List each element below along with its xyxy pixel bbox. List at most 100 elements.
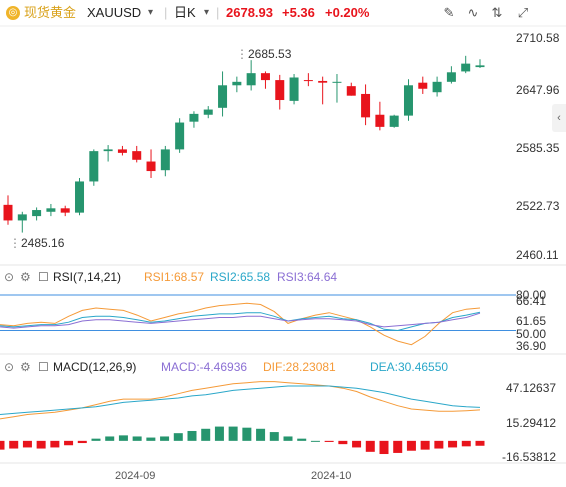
candle-body [332,81,342,83]
macd-histogram-bar [64,440,74,446]
candle-body [32,210,42,217]
macd-title: MACD(12,26,9) [53,360,137,374]
candle-body [218,85,228,108]
price-axis-label: 2522.73 [516,199,560,213]
symbol-selector[interactable]: XAUUSD [87,5,142,20]
header-bar: ◎ 现货黄金 XAUUSD ▾ | 日K ▾ | 2678.93 +5.36 +… [0,0,566,26]
rsi-series-line [0,312,481,329]
macd-histogram-bar [365,440,375,452]
candle-body [246,73,256,86]
symbol-caret-icon[interactable]: ▾ [148,7,154,18]
rsi-series-line [0,302,481,346]
rsi-axis-label: 50.00 [516,327,547,341]
candle-body [232,81,242,86]
macd-histogram-bar [352,440,362,448]
macd-histogram-bar [406,440,416,451]
candle-body [175,122,185,150]
rsi-axis-label: 61.65 [516,314,547,328]
macd-axis-label: -16.53812 [502,450,557,464]
macd-histogram-bar [448,440,458,448]
rsi-axis-label: 36.90 [516,339,547,353]
macd-histogram-bar [201,428,211,441]
fullscreen-icon[interactable]: ⤢ [517,5,529,20]
macd-histogram-bar [434,440,444,449]
settings-icon[interactable]: ⚙ [20,270,31,284]
candle-body [361,93,371,118]
macd-histogram-bar [105,436,115,441]
macd-histogram-bar [420,440,430,450]
rsi-checkbox-icon[interactable]: ☐ [38,270,49,284]
price-axis-label: 2585.35 [516,141,560,155]
macd-histogram-bar [297,438,307,441]
macd-histogram-bar [338,440,348,445]
candle-body [418,82,428,89]
price-axis-label: 2460.11 [516,248,559,262]
macd-histogram-bar [475,440,485,446]
candle-body [160,149,170,171]
rsi-title: RSI(7,14,21) [53,270,122,284]
candle-body [117,149,127,153]
candle-body [461,63,471,72]
macd-checkbox-icon[interactable]: ☐ [38,360,49,374]
macd-histogram-bar [214,426,224,441]
rsi-axis-label: 80.00 [516,288,547,302]
rsi2-value: RSI2:65.58 [210,270,271,284]
macd-histogram-bar [393,440,403,453]
candle-body [318,80,328,83]
last-price: 2678.93 [226,5,273,20]
interval-selector[interactable]: 日K [174,5,196,20]
macd-histogram-bar [132,436,142,441]
candle-body [60,208,70,213]
candle-body [403,85,413,116]
candle-body [46,208,56,212]
candle-body [275,80,285,101]
x-axis-label: 2024-10 [311,470,352,482]
settings-icon[interactable]: ⚙ [20,360,31,374]
candle-body [3,204,13,221]
macd-histogram-bar [9,440,19,449]
candle-body [475,65,485,68]
collapse-panel-icon[interactable]: ‹ [552,104,566,132]
macd-histogram-bar [379,440,389,455]
macd-histogram-bar [173,433,183,441]
macd-histogram-bar [310,440,320,442]
macd-histogram-bar [50,440,60,448]
macd-histogram-bar [0,440,5,450]
candle-body [75,181,85,213]
logo-text: 现货黄金 [24,5,77,20]
macd-series-line [0,381,481,420]
collapse-icon[interactable]: ⊙ [4,270,15,284]
price-change: +5.36 [282,5,315,20]
macd-histogram-bar [160,436,170,441]
collapse-icon[interactable]: ⊙ [4,360,15,374]
dea-value: DEA:30.46550 [370,360,449,374]
compare-icon[interactable]: ⇅ [491,5,503,20]
candle-body [375,114,385,127]
candle-body [146,161,156,172]
macd-series-line [0,385,481,415]
macd-histogram-bar [36,440,46,449]
macd-histogram-bar [146,437,156,441]
candle-body [103,149,113,152]
low-price-annotation: ⋮2485.16 [9,236,65,250]
macd-histogram-bar [269,432,279,441]
candle-body [189,113,199,122]
candle-body [17,214,27,221]
macd-histogram-bar [283,436,293,441]
indicator-icon[interactable]: ∿ [467,5,479,20]
macd-histogram-bar [22,440,32,448]
interval-caret-icon[interactable]: ▾ [204,7,210,18]
dif-value: DIF:28.23081 [263,360,336,374]
macd-histogram-bar [324,440,334,442]
macd-histogram-bar [118,435,128,441]
high-price-annotation: ⋮2685.53 [236,47,292,61]
candle-body [260,73,270,81]
macd-value: MACD:-4.46936 [161,360,248,374]
macd-histogram-bar [187,430,197,441]
draw-icon[interactable]: ✎ [443,5,455,20]
rsi3-value: RSI3:64.64 [277,270,338,284]
candle-body [203,109,213,115]
rsi-series-line [0,311,481,332]
candle-body [446,72,456,82]
